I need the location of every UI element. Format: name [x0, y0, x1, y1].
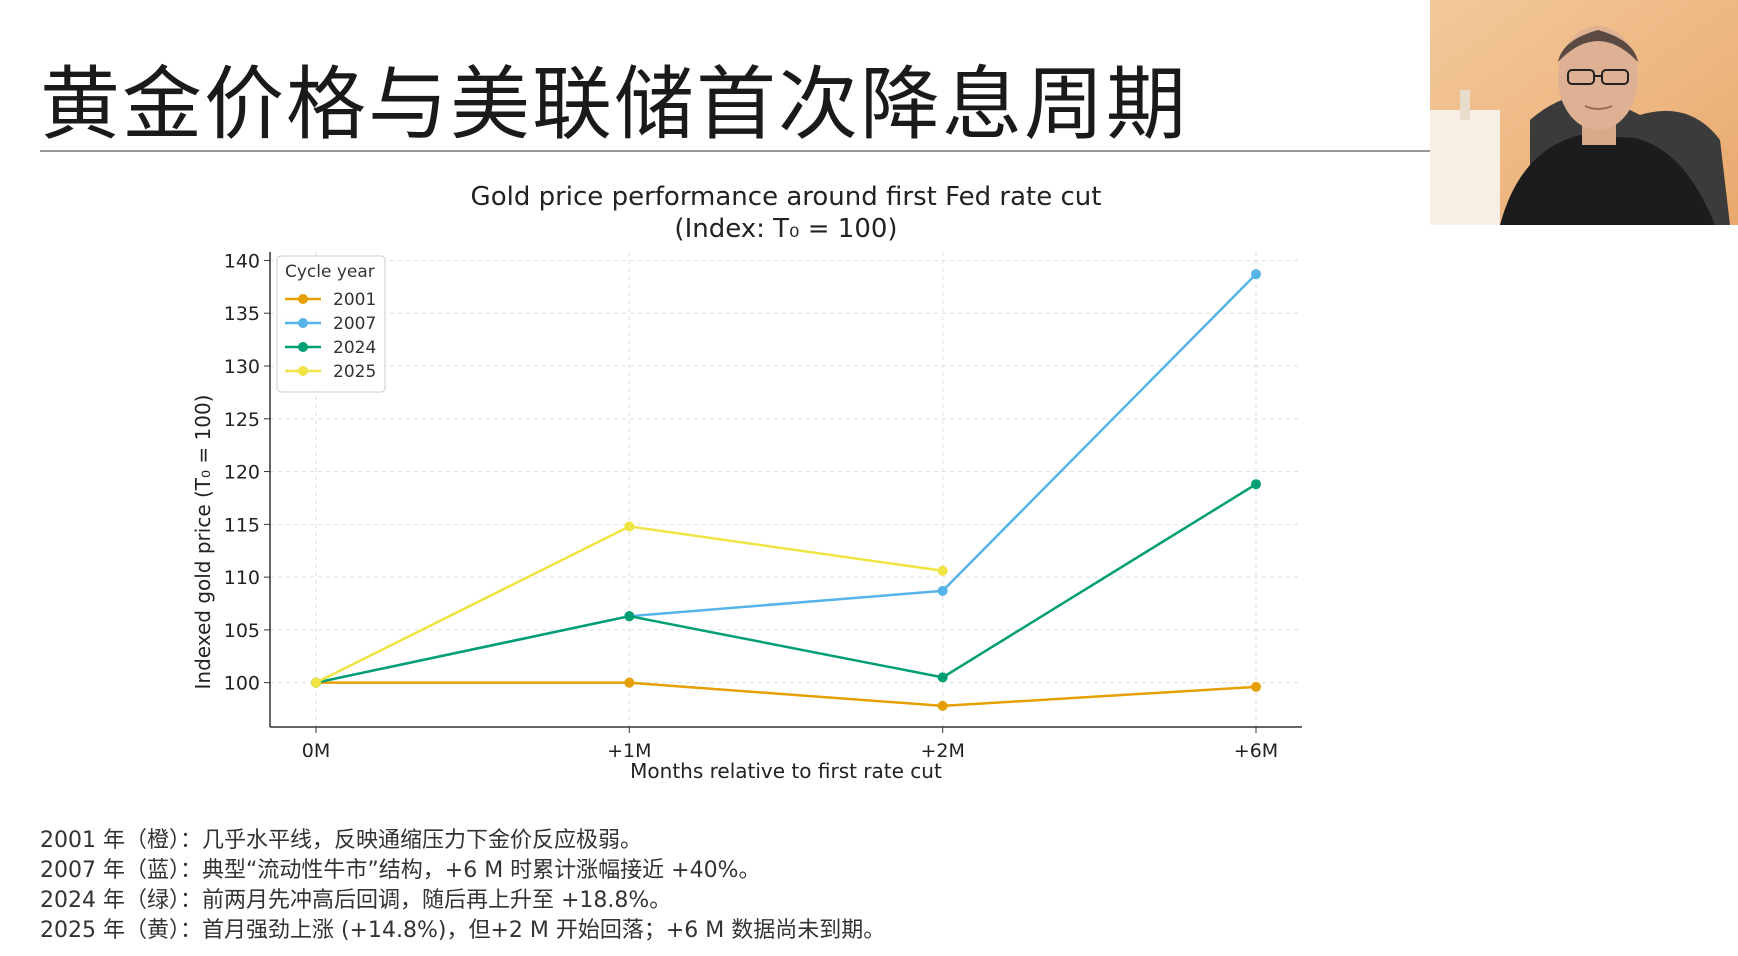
- series-line-2007: [315, 273, 1257, 684]
- data-point-2024: [624, 611, 635, 622]
- series-lines: [311, 269, 1261, 711]
- series-line-2001: [316, 681, 1257, 708]
- y-axis-label: Indexed gold price (T₀ = 100): [191, 395, 215, 690]
- data-point-2025: [311, 677, 321, 688]
- series-line-2024: [315, 483, 1257, 684]
- data-point-2025: [937, 565, 948, 576]
- y-tick-label: 115: [224, 514, 260, 536]
- data-point-2001: [937, 700, 948, 711]
- y-tick-label: 125: [224, 409, 260, 431]
- x-tick-label: +2M: [920, 740, 964, 762]
- legend-marker-2007: [298, 318, 308, 328]
- tick-labels: 100 105 110 115 120 125 130 135 140 0M +1M +2M +6M: [224, 250, 1278, 762]
- y-tick-label: 120: [224, 462, 260, 484]
- legend-items: 2001 2007 2024 2025: [285, 290, 376, 382]
- legend-title: Cycle year: [285, 262, 375, 282]
- data-point-2024: [1251, 479, 1261, 490]
- legend-box: [276, 255, 386, 393]
- x-tick-label: +6M: [1234, 740, 1278, 762]
- legend-label-2024: 2024: [333, 338, 376, 358]
- note-line-2025: 2025 年（黄）：首月强劲上涨 (+14.8%)，但+2 M 开始回落；+6 …: [40, 918, 886, 943]
- legend-marker-2024: [298, 342, 308, 352]
- legend-label-2001: 2001: [333, 290, 376, 310]
- chart-title: Gold price performance around first Fed …: [471, 182, 1102, 212]
- axes: [264, 252, 1302, 733]
- x-tick-label: +1M: [607, 740, 651, 762]
- legend-label-2025: 2025: [333, 362, 376, 382]
- x-tick-label: 0M: [302, 740, 330, 762]
- data-point-2007: [937, 585, 948, 596]
- legend-marker-2025: [298, 366, 308, 376]
- y-tick-label: 135: [224, 303, 260, 325]
- legend: Cycle year 2001 2007 2024 2025: [276, 255, 386, 393]
- data-point-2024: [937, 672, 948, 683]
- grid: [270, 252, 1302, 727]
- data-point-2007: [1251, 269, 1261, 280]
- chart: Gold price performance around first Fed …: [191, 182, 1302, 783]
- data-point-2025: [624, 521, 635, 532]
- y-tick-label: 110: [224, 567, 260, 589]
- note-line-2024: 2024 年（绿）：前两月先冲高后回调，随后再上升至 +18.8%。: [40, 888, 672, 913]
- legend-marker-2001: [298, 294, 308, 304]
- y-tick-label: 130: [224, 356, 260, 378]
- slide-title: 黄金价格与美联储首次降息周期: [40, 58, 1188, 151]
- note-line-2001: 2001 年（橙）：几乎水平线，反映通缩压力下金价反应极弱。: [40, 828, 642, 853]
- legend-label-2007: 2007: [333, 314, 376, 334]
- x-axis-label: Months relative to first rate cut: [630, 759, 942, 783]
- webcam-image: [1430, 0, 1738, 225]
- title-divider: [40, 150, 1430, 152]
- chart-subtitle: (Index: T₀ = 100): [674, 214, 897, 244]
- notes: 2001 年（橙）：几乎水平线，反映通缩压力下金价反应极弱。 2007 年（蓝）…: [40, 826, 1240, 946]
- webcam-overlay: [1430, 0, 1738, 225]
- note-line-2007: 2007 年（蓝）：典型“流动性牛市”结构，+6 M 时累计涨幅接近 +40%。: [40, 858, 761, 883]
- y-tick-label: 140: [224, 250, 260, 272]
- data-point-2001: [1251, 681, 1261, 692]
- y-tick-label: 100: [224, 673, 260, 695]
- data-point-2001: [624, 677, 635, 688]
- y-tick-label: 105: [224, 620, 260, 642]
